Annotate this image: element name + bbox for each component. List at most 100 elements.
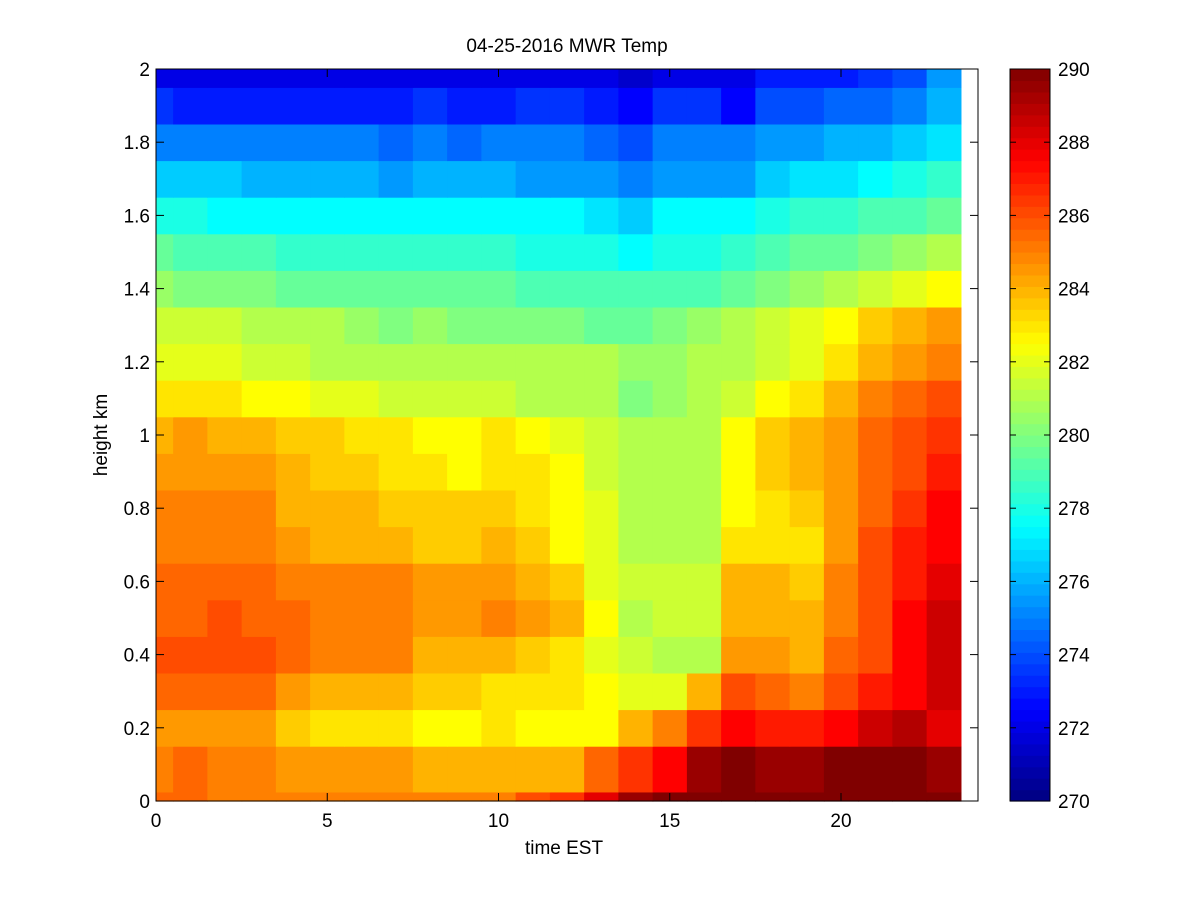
heatmap-cell: [447, 87, 482, 125]
heatmap-cell: [156, 123, 174, 162]
colorbar-segment: [1010, 91, 1050, 104]
heatmap-cell: [858, 233, 893, 271]
colorbar-tick-label: 280: [1058, 426, 1090, 447]
heatmap-cell: [721, 416, 756, 454]
heatmap-cell: [926, 270, 962, 308]
heatmap-cell: [173, 636, 208, 674]
heatmap-cell: [275, 233, 311, 271]
heatmap-cell: [721, 123, 756, 162]
heatmap-cell: [755, 416, 791, 454]
heatmap-cell: [823, 746, 859, 793]
heatmap-cell: [721, 636, 756, 674]
heatmap-cell: [344, 791, 380, 802]
heatmap-cell: [173, 709, 208, 747]
heatmap-cell: [378, 672, 414, 711]
heatmap-cell: [173, 233, 208, 271]
colorbar-segment: [1010, 698, 1050, 711]
colorbar-segment: [1010, 492, 1050, 505]
heatmap-cell: [858, 416, 893, 454]
heatmap-cell: [412, 453, 448, 491]
heatmap-cell: [173, 69, 208, 88]
heatmap-cell: [275, 709, 311, 747]
heatmap-cell: [686, 672, 722, 711]
heatmap-cell: [584, 270, 619, 308]
heatmap-cell: [515, 636, 551, 674]
heatmap-cell: [721, 672, 756, 711]
colorbar-segment: [1010, 755, 1050, 768]
heatmap-cell: [378, 87, 414, 125]
colorbar-tick-label: 284: [1058, 280, 1090, 301]
heatmap-cell: [173, 489, 208, 528]
heatmap-cell: [584, 489, 619, 528]
colorbar-segment: [1010, 137, 1050, 150]
heatmap-cell: [275, 746, 311, 793]
heatmap-cell: [618, 746, 654, 793]
heatmap-cell: [156, 233, 174, 271]
heatmap-cell: [310, 416, 345, 454]
heatmap-cell: [156, 69, 174, 88]
heatmap-cell: [481, 380, 517, 418]
heatmap-cell: [858, 563, 893, 601]
colorbar-segment: [1010, 583, 1050, 596]
heatmap-cell: [892, 563, 928, 601]
heatmap-cell: [515, 709, 551, 747]
heatmap-cell: [618, 599, 654, 637]
heatmap-cell: [789, 123, 825, 162]
heatmap-cell: [618, 123, 654, 162]
heatmap-cell: [207, 526, 243, 564]
heatmap-cell: [584, 197, 619, 235]
heatmap-cell: [515, 672, 551, 711]
heatmap-cell: [447, 636, 482, 674]
heatmap-cell: [310, 270, 345, 308]
heatmap-cell: [652, 306, 688, 345]
colorbar-segment: [1010, 160, 1050, 173]
heatmap-cell: [344, 87, 380, 125]
heatmap-cell: [721, 69, 756, 88]
heatmap-cell: [584, 599, 619, 637]
heatmap-cell: [823, 599, 859, 637]
heatmap-cell: [823, 233, 859, 271]
colorbar-segment: [1010, 789, 1050, 802]
heatmap-cell: [584, 306, 619, 345]
heatmap-cell: [515, 87, 551, 125]
heatmap-cell: [207, 233, 243, 271]
heatmap-cell: [858, 306, 893, 345]
heatmap-cell: [241, 672, 277, 711]
heatmap-cell: [721, 270, 756, 308]
heatmap-cell: [207, 416, 243, 454]
heatmap-cell: [515, 489, 551, 528]
heatmap-cell: [789, 599, 825, 637]
heatmap-cell: [173, 672, 208, 711]
heatmap-cell: [241, 306, 277, 345]
colorbar-segment: [1010, 297, 1050, 310]
heatmap-cell: [721, 453, 756, 491]
heatmap-cell: [892, 672, 928, 711]
heatmap-cell: [789, 416, 825, 454]
colorbar-segment: [1010, 354, 1050, 367]
heatmap-cell: [686, 160, 722, 198]
heatmap-cell: [344, 746, 380, 793]
heatmap-cell: [412, 306, 448, 345]
colorbar-segment: [1010, 503, 1050, 516]
colorbar-segment: [1010, 709, 1050, 722]
heatmap-cell: [378, 636, 414, 674]
heatmap-cell: [378, 791, 414, 802]
heatmap-cell: [156, 791, 174, 802]
heatmap-cell: [926, 343, 962, 381]
heatmap-cell: [584, 160, 619, 198]
heatmap-cell: [515, 197, 551, 235]
heatmap-cell: [823, 709, 859, 747]
heatmap-cell: [926, 416, 962, 454]
heatmap-cell: [618, 87, 654, 125]
heatmap-cell: [344, 563, 380, 601]
heatmap-cell: [156, 672, 174, 711]
heatmap-cell: [858, 672, 893, 711]
heatmap-cell: [344, 160, 380, 198]
heatmap-cell: [549, 233, 585, 271]
heatmap-cell: [173, 160, 208, 198]
heatmap-cell: [447, 197, 482, 235]
colorbar-segment: [1010, 766, 1050, 779]
heatmap-cell: [549, 123, 585, 162]
heatmap-cell: [412, 563, 448, 601]
